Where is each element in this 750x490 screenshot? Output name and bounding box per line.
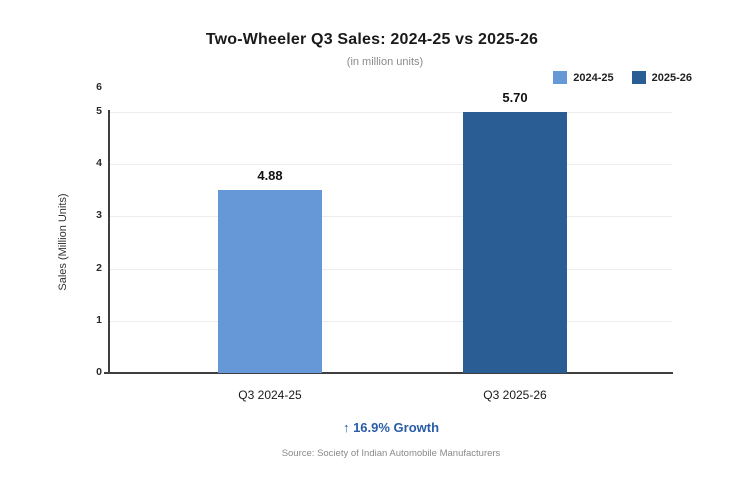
x-axis-line — [104, 372, 673, 374]
y-tick-label-5: 5 — [96, 105, 102, 117]
bar-value-label-5.70: 5.70 — [502, 90, 528, 105]
y-tick-label-3: 3 — [96, 209, 102, 221]
legend-item-2025-26[interactable]: 2025-26 — [631, 71, 692, 84]
legend-swatch-icon — [631, 71, 646, 84]
legend-item-2024-25[interactable]: 2024-25 — [553, 71, 614, 84]
legend-swatch-icon — [553, 71, 568, 84]
gridline-y-5 — [110, 112, 672, 113]
legend-label-2024-25: 2024-25 — [573, 71, 614, 84]
y-tick-label-1: 1 — [96, 314, 102, 326]
y-tick-label-2: 2 — [96, 262, 102, 274]
gridline-y-4 — [110, 164, 672, 165]
legend: 2024-25 2025-26 — [553, 71, 692, 84]
y-tick-label-0: 0 — [96, 366, 102, 378]
x-axis-label-q3-2025-26: Q3 2025-26 — [483, 388, 547, 402]
y-tick-label-6: 6 — [96, 81, 102, 93]
source-text: Source: Society of Indian Automobile Man… — [281, 448, 501, 459]
bar-q3-2025-26[interactable] — [463, 112, 567, 373]
gridline-y-1 — [110, 321, 672, 322]
y-axis-line — [108, 110, 110, 374]
gridline-y-2 — [110, 269, 672, 270]
y-axis-title: Sales (Million Units) — [57, 193, 69, 291]
growth-annotation: ↑ 16.9% Growth — [342, 420, 440, 435]
y-tick-label-4: 4 — [96, 157, 102, 169]
bar-q3-2024-25[interactable] — [218, 190, 322, 373]
gridline-y-3 — [110, 216, 672, 217]
legend-label-2025-26: 2025-26 — [651, 71, 692, 84]
x-axis-label-q3-2024-25: Q3 2024-25 — [238, 388, 302, 402]
chart-title: Two-Wheeler Q3 Sales: 2024-25 vs 2025-26 — [205, 31, 539, 48]
chart-subtitle: (in million units) — [346, 56, 424, 68]
bar-value-label-4.88: 4.88 — [257, 168, 283, 183]
